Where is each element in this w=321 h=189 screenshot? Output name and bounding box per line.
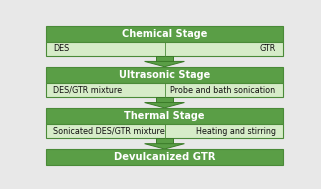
Text: DES/GTR mixture: DES/GTR mixture (53, 86, 123, 95)
Bar (156, 56, 173, 61)
Bar (46, 42, 283, 56)
Polygon shape (144, 103, 184, 108)
Polygon shape (144, 61, 184, 67)
Polygon shape (144, 144, 184, 149)
Text: DES: DES (53, 44, 70, 53)
Bar (156, 138, 173, 144)
Bar (46, 108, 283, 124)
Text: GTR: GTR (259, 44, 276, 53)
Text: Probe and bath sonication: Probe and bath sonication (170, 86, 276, 95)
Text: Thermal Stage: Thermal Stage (124, 111, 205, 121)
Bar (46, 26, 283, 42)
Text: Chemical Stage: Chemical Stage (122, 29, 207, 39)
Text: Ultrasonic Stage: Ultrasonic Stage (119, 70, 210, 80)
Bar (46, 149, 283, 165)
Bar (46, 67, 283, 83)
Bar (46, 83, 283, 97)
Bar (156, 97, 173, 103)
Bar (46, 124, 283, 138)
Text: Devulcanized GTR: Devulcanized GTR (114, 152, 215, 162)
Text: Heating and stirring: Heating and stirring (195, 127, 276, 136)
Text: Sonicated DES/GTR mixture: Sonicated DES/GTR mixture (53, 127, 165, 136)
